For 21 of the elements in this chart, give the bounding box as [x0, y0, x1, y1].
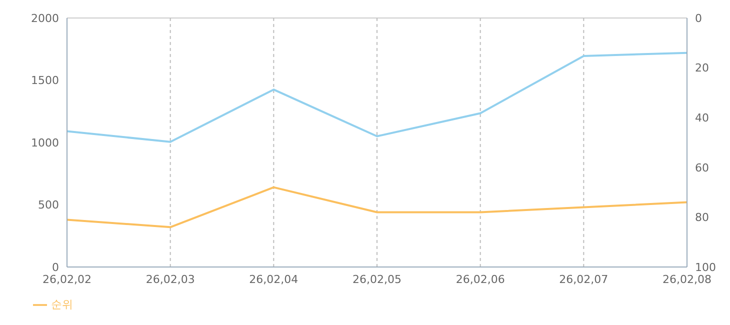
- y-tick-label: 1000: [31, 136, 59, 150]
- x-tick-label: 26,02,03: [146, 272, 195, 286]
- y-tick-label: 500: [38, 198, 59, 212]
- y2-tick-label: 100: [695, 260, 716, 274]
- line-series: [67, 52, 687, 143]
- x-tick-label: 26,02,02: [42, 272, 92, 286]
- x-tick-label: 26,02,06: [456, 272, 505, 286]
- x-tick-label: 26,02,07: [559, 272, 608, 286]
- x-tick-label: 26,02,08: [662, 272, 712, 286]
- y2-tick-label: 40: [695, 112, 709, 125]
- x-tick-label: 26,02,05: [352, 272, 402, 286]
- y2-tick-label: 0: [695, 12, 702, 25]
- y2-tick-label: 60: [695, 161, 709, 174]
- y-tick-label: 1500: [31, 74, 59, 88]
- y2-tick-label: 20: [695, 62, 709, 75]
- line-series: [67, 186, 687, 228]
- x-tick-label: 26,02,04: [249, 272, 298, 286]
- y2-tick-label: 80: [695, 211, 709, 224]
- y-tick-label: 2000: [31, 12, 59, 25]
- y-tick-label: 0: [52, 260, 59, 274]
- legend-label: 순위: [51, 298, 73, 311]
